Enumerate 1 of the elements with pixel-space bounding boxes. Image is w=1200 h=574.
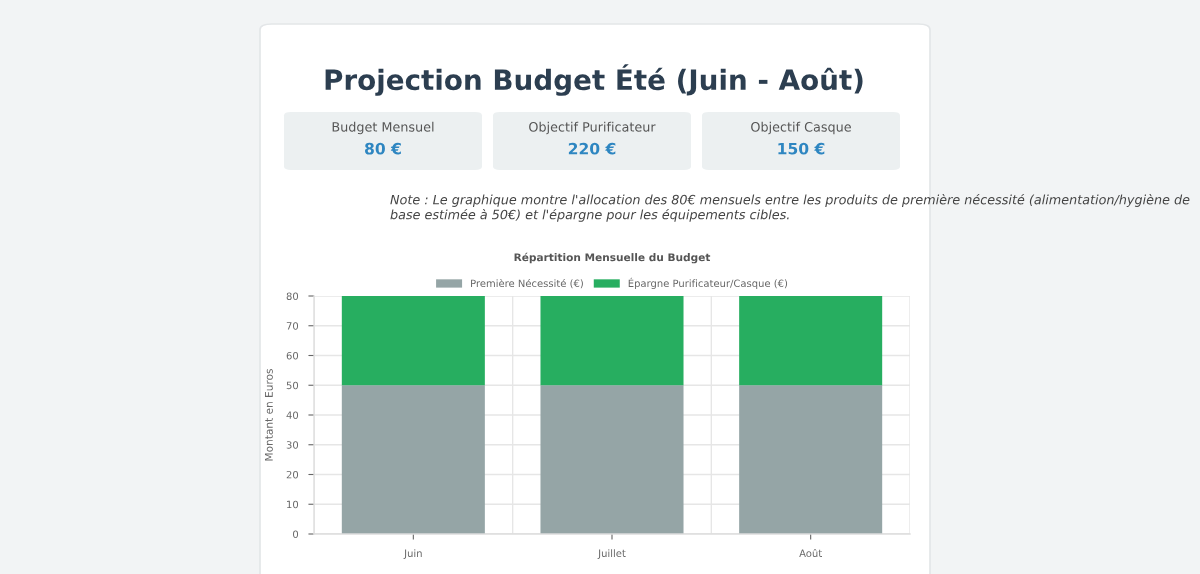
text: Projection Budget Été (Juin - Août)	[325, 64, 863, 96]
